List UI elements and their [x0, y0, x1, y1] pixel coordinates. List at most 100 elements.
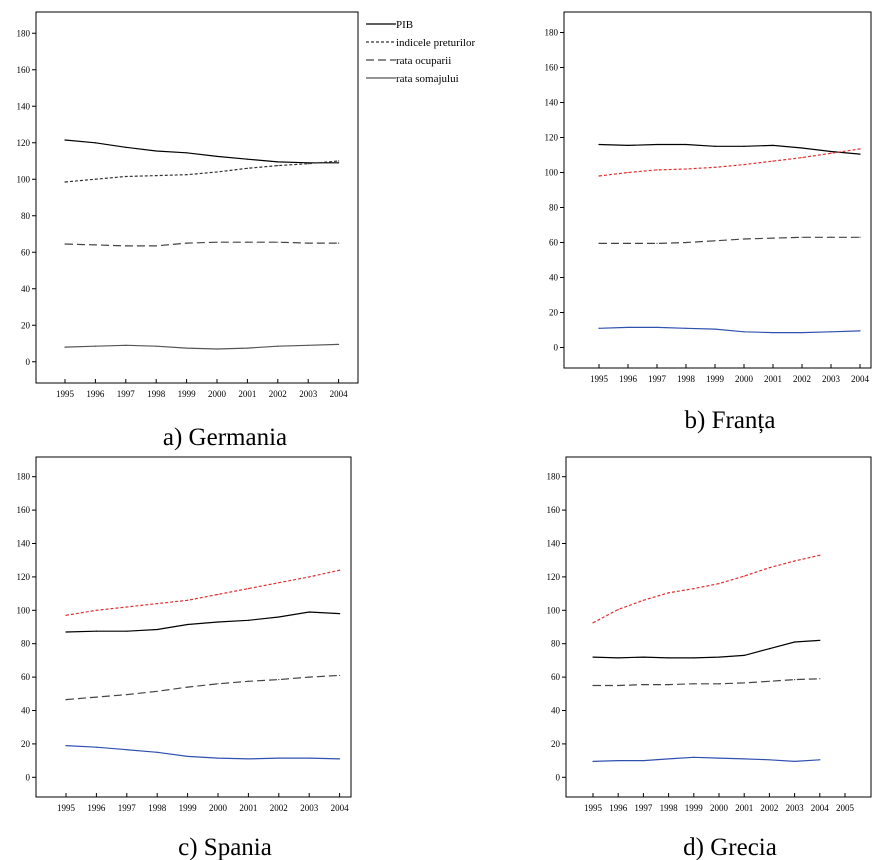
y-tick-label: 0 — [554, 343, 559, 353]
x-tick-label: 1997 — [117, 389, 136, 399]
series-line-pib — [598, 143, 861, 155]
y-tick-label: 120 — [17, 138, 31, 148]
data-point-indicele-preturilor — [668, 592, 670, 594]
x-tick-label: 2000 — [209, 803, 228, 813]
data-point-rata-ocuparii — [216, 241, 218, 243]
data-point-rata-ocuparii — [819, 678, 821, 680]
series-line-rata-somajului — [64, 343, 339, 350]
data-point-indicele-preturilor — [859, 148, 861, 150]
data-point-indicele-preturilor — [155, 175, 157, 177]
x-tick-label: 1997 — [648, 374, 667, 384]
data-point-pib — [718, 656, 720, 658]
data-point-pib — [307, 162, 309, 164]
x-tick-label: 2001 — [238, 389, 256, 399]
y-tick-label: 80 — [21, 211, 31, 221]
data-point-pib — [693, 657, 695, 659]
data-point-pib — [617, 657, 619, 659]
data-point-pib — [668, 657, 670, 659]
x-tick-label: 1999 — [178, 389, 197, 399]
series-line-rata-ocuparii — [599, 236, 860, 244]
data-point-rata-somajului — [598, 327, 600, 329]
data-point-rata-ocuparii — [187, 686, 189, 688]
data-point-pib — [125, 146, 127, 148]
data-point-rata-somajului — [642, 760, 645, 762]
data-point-rata-ocuparii — [642, 684, 645, 686]
data-point-rata-ocuparii — [627, 242, 629, 244]
x-tick-label: 2001 — [735, 803, 753, 813]
x-tick-label: 2000 — [710, 803, 729, 813]
y-tick-label: 100 — [17, 605, 31, 615]
data-point-indicele-preturilor — [772, 160, 774, 162]
y-tick-label: 160 — [547, 505, 561, 515]
data-point-rata-somajului — [718, 757, 720, 759]
y-tick-label: 140 — [17, 539, 31, 549]
x-tick-label: 2000 — [735, 374, 754, 384]
x-tick-label: 1998 — [677, 374, 696, 384]
x-tick-label: 1997 — [634, 803, 653, 813]
x-tick-label: 1997 — [118, 803, 137, 813]
series-line-rata-ocuparii — [593, 678, 820, 687]
data-point-rata-somajului — [246, 347, 248, 349]
data-point-indicele-preturilor — [830, 152, 832, 154]
data-point-indicele-preturilor — [714, 166, 716, 168]
x-tick-label: 2005 — [836, 803, 855, 813]
plot-frame — [565, 456, 872, 798]
x-tick-label: 1998 — [148, 803, 167, 813]
legend-label-pib: PIB — [396, 19, 413, 31]
data-point-rata-somajului — [693, 756, 695, 758]
x-tick-label: 2004 — [851, 374, 870, 384]
data-point-pib — [186, 152, 188, 154]
data-point-pib — [247, 619, 249, 621]
x-tick-label: 2002 — [760, 803, 778, 813]
data-point-indicele-preturilor — [592, 622, 594, 624]
data-point-pib — [156, 628, 158, 631]
data-point-indicele-preturilor — [307, 163, 309, 165]
y-tick-label: 20 — [549, 308, 559, 318]
x-tick-label: 1998 — [660, 803, 679, 813]
data-point-pib — [598, 143, 600, 146]
legend-label-indicele-preturilor: indicele preturilor — [396, 37, 475, 49]
x-tick-label: 2003 — [300, 803, 319, 813]
data-point-rata-somajului — [277, 345, 279, 347]
data-point-rata-ocuparii — [155, 245, 157, 247]
data-point-pib — [592, 656, 594, 658]
data-point-rata-somajului — [216, 348, 218, 350]
x-tick-label: 1996 — [609, 803, 628, 813]
data-point-rata-somajului — [307, 344, 309, 346]
x-tick-label: 2004 — [811, 803, 830, 813]
x-tick-label: 1999 — [706, 374, 725, 384]
data-point-indicele-preturilor — [598, 175, 600, 177]
data-point-rata-somajului — [217, 757, 219, 759]
data-point-rata-somajului — [156, 751, 158, 753]
data-point-pib — [246, 158, 248, 160]
x-tick-label: 2002 — [269, 389, 287, 399]
data-point-indicele-preturilor — [617, 608, 619, 611]
y-tick-label: 60 — [21, 672, 31, 682]
y-tick-label: 140 — [545, 98, 559, 108]
y-tick-label: 120 — [17, 572, 31, 582]
y-tick-label: 180 — [547, 472, 561, 482]
data-point-rata-somajului — [801, 332, 803, 334]
data-point-rata-somajului — [339, 758, 341, 760]
chart-caption: b) Franța — [685, 407, 776, 434]
y-tick-label: 40 — [551, 706, 561, 716]
data-point-rata-somajului — [65, 744, 67, 747]
y-tick-label: 0 — [556, 772, 561, 782]
data-point-rata-somajului — [187, 755, 189, 758]
data-point-indicele-preturilor — [338, 160, 340, 162]
data-point-indicele-preturilor — [95, 609, 97, 611]
data-point-rata-somajului — [819, 759, 821, 761]
legend-label-rata-ocuparii: rata ocuparii — [396, 55, 451, 67]
data-point-rata-ocuparii — [859, 236, 861, 238]
data-point-rata-ocuparii — [339, 674, 341, 677]
y-tick-label: 40 — [21, 284, 31, 294]
data-point-indicele-preturilor — [64, 181, 66, 183]
chart-caption: d) Grecia — [683, 834, 777, 860]
chart-caption: c) Spania — [178, 834, 272, 860]
data-point-rata-ocuparii — [247, 680, 249, 682]
data-point-rata-ocuparii — [668, 684, 670, 686]
data-point-rata-ocuparii — [307, 242, 309, 244]
series-line-rata-ocuparii — [65, 674, 340, 701]
data-point-pib — [642, 656, 645, 658]
